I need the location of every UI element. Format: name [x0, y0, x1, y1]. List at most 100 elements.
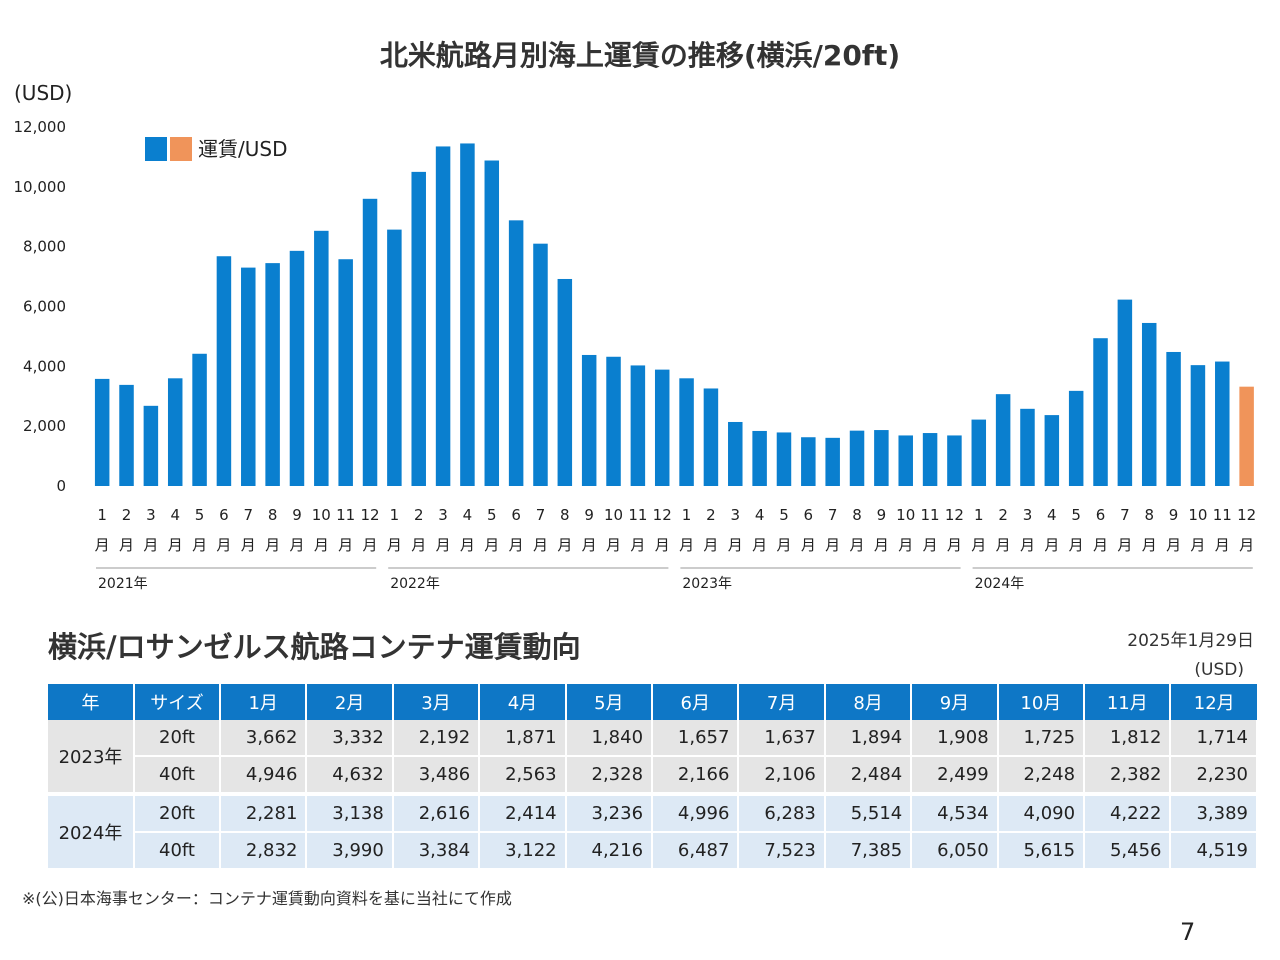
x-tick-label: 1	[974, 506, 984, 524]
bar	[338, 259, 353, 486]
x-tick-month-char: 月	[95, 536, 110, 554]
bar	[849, 430, 865, 486]
x-tick-month-char: 月	[703, 536, 718, 554]
bar	[1068, 390, 1084, 486]
value-cell: 2,484	[824, 756, 913, 795]
x-tick-month-char: 月	[557, 536, 572, 554]
bar	[898, 435, 913, 486]
value-cell: 2,328	[565, 756, 654, 795]
y-tick-label: 12,000	[14, 118, 67, 136]
size-cell: 40ft	[134, 756, 221, 795]
x-tick-label: 9	[584, 506, 594, 524]
value-cell: 4,632	[306, 756, 394, 795]
y-tick-label: 10,000	[14, 178, 67, 196]
x-tick-label: 11	[628, 506, 647, 524]
bar	[411, 171, 426, 486]
x-tick-month-char: 月	[216, 536, 231, 554]
x-tick-label: 12	[945, 506, 964, 524]
header-month: 2月	[306, 684, 394, 720]
bar	[1190, 365, 1206, 486]
freight-bar-chart: (USD)02,0004,0006,0008,00010,00012,0001月…	[14, 81, 1257, 592]
value-cell: 2,616	[392, 792, 481, 833]
bar	[1020, 408, 1035, 486]
x-tick-label: 4	[1047, 506, 1057, 524]
header-month: 6月	[652, 684, 740, 720]
size-cell: 40ft	[134, 832, 221, 870]
header-month: 12月	[1170, 684, 1257, 720]
x-tick-label: 7	[1120, 506, 1130, 524]
x-tick-label: 12	[1237, 506, 1256, 524]
x-tick-label: 6	[511, 506, 521, 524]
bar	[289, 250, 305, 486]
value-cell: 2,832	[220, 832, 308, 870]
x-tick-month-char: 月	[825, 536, 840, 554]
x-tick-month-char: 月	[241, 536, 256, 554]
bar	[362, 198, 378, 487]
y-axis-label: (USD)	[14, 81, 72, 105]
x-tick-label: 3	[731, 506, 741, 524]
year-group-label: 2021年	[98, 576, 148, 592]
value-cell: 4,534	[911, 792, 999, 833]
value-cell: 3,389	[1170, 792, 1258, 833]
x-tick-month-char: 月	[728, 536, 743, 554]
table-date: 2025年1月29日	[1127, 631, 1254, 651]
x-tick-label: 2	[414, 506, 424, 524]
x-tick-label: 7	[536, 506, 546, 524]
legend-swatch-orange	[170, 137, 192, 161]
x-tick-month-char: 月	[411, 536, 426, 554]
value-cell: 4,519	[1170, 832, 1258, 870]
value-cell: 2,281	[220, 792, 308, 833]
value-cell: 4,222	[1084, 792, 1172, 833]
bar	[265, 263, 280, 486]
header-year: 年	[48, 684, 135, 720]
bar	[557, 278, 573, 486]
x-tick-month-char: 月	[289, 536, 304, 554]
bar	[314, 230, 329, 486]
value-cell: 2,382	[1084, 756, 1172, 795]
bar	[1239, 386, 1254, 486]
x-tick-month-char: 月	[582, 536, 597, 554]
x-tick-month-char: 月	[606, 536, 621, 554]
value-cell: 7,385	[824, 832, 913, 870]
x-tick-month-char: 月	[314, 536, 329, 554]
x-tick-month-char: 月	[630, 536, 645, 554]
x-tick-month-char: 月	[1020, 536, 1035, 554]
header-month: 1月	[220, 684, 308, 720]
value-cell: 2,230	[1170, 756, 1258, 795]
x-tick-month-char: 月	[898, 536, 913, 554]
x-tick-month-char: 月	[533, 536, 548, 554]
x-tick-label: 9	[1169, 506, 1179, 524]
value-cell: 3,486	[392, 756, 481, 795]
table-row: 2023年 20ft 3,662 3,332 2,192 1,871 1,840…	[48, 720, 1258, 795]
value-cell: 6,487	[652, 832, 740, 870]
x-tick-month-char: 月	[996, 536, 1011, 554]
x-tick-label: 5	[1071, 506, 1081, 524]
x-tick-label: 7	[828, 506, 838, 524]
value-cell: 2,499	[911, 756, 999, 795]
value-cell: 2,106	[738, 756, 826, 795]
bar	[533, 243, 548, 486]
x-tick-label: 1	[682, 506, 692, 524]
year-group-label: 2023年	[682, 576, 732, 592]
x-tick-month-char: 月	[119, 536, 134, 554]
x-tick-month-char: 月	[1093, 536, 1108, 554]
x-tick-month-char: 月	[1166, 536, 1181, 554]
x-tick-month-char: 月	[168, 536, 183, 554]
x-tick-label: 4	[463, 506, 473, 524]
value-cell: 3,990	[306, 832, 394, 870]
x-tick-label: 2	[998, 506, 1008, 524]
bar	[801, 437, 816, 486]
bar	[192, 353, 207, 486]
bar	[435, 146, 451, 486]
value-cell: 1,812	[1084, 720, 1172, 757]
x-tick-label: 3	[438, 506, 448, 524]
bar	[460, 143, 475, 486]
x-tick-month-char: 月	[436, 536, 451, 554]
x-tick-month-char: 月	[679, 536, 694, 554]
bar	[971, 419, 987, 486]
value-cell: 4,216	[565, 832, 654, 870]
x-tick-label: 6	[804, 506, 814, 524]
value-cell: 3,138	[306, 792, 394, 833]
value-cell: 5,615	[997, 832, 1086, 870]
x-tick-month-char: 月	[1215, 536, 1230, 554]
